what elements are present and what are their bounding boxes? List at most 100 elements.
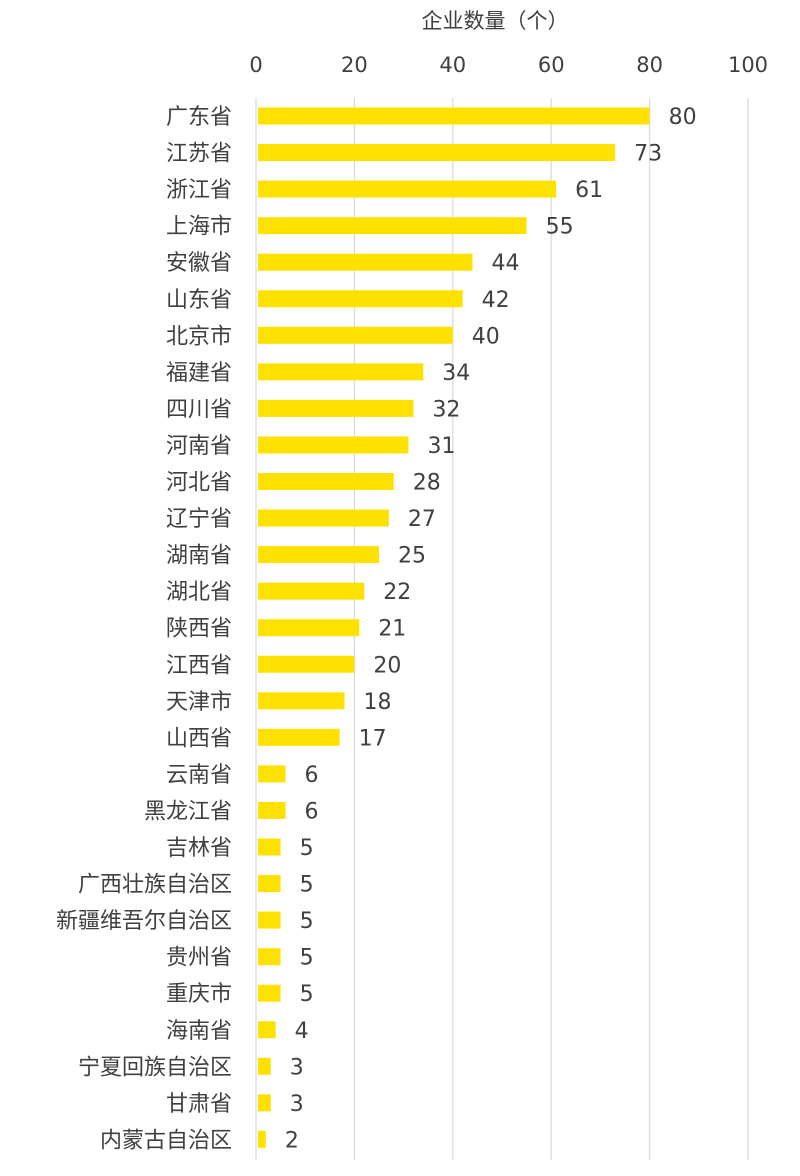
category-label: 宁夏回族自治区	[78, 1055, 232, 1080]
data-labels: 8073615544424034323128272522212018176655…	[285, 105, 697, 1153]
bar	[258, 1130, 266, 1148]
bar	[258, 436, 409, 454]
bar	[258, 728, 340, 746]
category-label: 河北省	[166, 471, 232, 496]
bar	[258, 399, 414, 417]
x-tick-labels: 0 20 40 60 80 100	[249, 53, 768, 77]
bar	[258, 582, 365, 600]
category-label: 新疆维吾尔自治区	[56, 909, 232, 934]
bars	[258, 107, 650, 1148]
data-label: 6	[305, 763, 319, 788]
bar	[258, 801, 286, 819]
category-label: 甘肃省	[166, 1092, 232, 1117]
data-label: 5	[300, 836, 314, 861]
data-label: 18	[364, 690, 392, 715]
data-label: 3	[290, 1092, 304, 1117]
x-tick-label: 40	[439, 53, 466, 77]
category-label: 湖南省	[166, 544, 232, 569]
data-label: 5	[300, 946, 314, 971]
bar	[258, 180, 557, 198]
category-label: 江苏省	[166, 142, 232, 167]
category-label: 云南省	[166, 763, 232, 788]
data-label: 32	[432, 397, 460, 422]
data-label: 28	[413, 471, 441, 496]
bar	[258, 473, 394, 490]
data-label: 40	[472, 324, 500, 349]
data-label: 42	[482, 288, 510, 313]
data-label: 27	[408, 507, 436, 532]
data-label: 5	[300, 909, 314, 934]
bar	[258, 619, 360, 637]
category-labels: 广东省江苏省浙江省上海市安徽省山东省北京市福建省四川省河南省河北省辽宁省湖南省湖…	[56, 105, 232, 1153]
x-axis-title: 企业数量（个）	[422, 9, 569, 33]
x-tick-label: 60	[538, 53, 565, 77]
x-tick-label: 20	[341, 53, 368, 77]
data-label: 21	[378, 617, 406, 642]
data-label: 20	[373, 653, 401, 678]
category-label: 黑龙江省	[144, 799, 232, 824]
data-label: 5	[300, 873, 314, 898]
category-label: 福建省	[166, 361, 232, 386]
bar	[258, 509, 389, 527]
data-label: 3	[290, 1055, 304, 1080]
category-label: 四川省	[166, 397, 232, 422]
data-label: 55	[546, 215, 574, 240]
bar	[258, 765, 286, 783]
x-tick-label: 80	[636, 53, 663, 77]
category-label: 吉林省	[166, 836, 232, 861]
category-label: 天津市	[166, 690, 232, 715]
bar	[258, 253, 473, 271]
category-label: 贵州省	[166, 946, 232, 971]
data-label: 17	[359, 726, 387, 751]
data-label: 73	[634, 142, 662, 167]
bar	[258, 655, 355, 673]
bar	[258, 363, 424, 381]
bar	[258, 326, 453, 344]
category-label: 浙江省	[166, 178, 232, 203]
category-label: 河南省	[166, 434, 232, 459]
category-label: 北京市	[166, 324, 232, 349]
category-label: 湖北省	[166, 580, 232, 605]
bar	[258, 107, 650, 125]
category-label: 广东省	[166, 105, 232, 130]
bar	[258, 875, 281, 893]
bar	[258, 546, 379, 564]
data-label: 31	[428, 434, 456, 459]
bar	[258, 692, 345, 710]
bar	[258, 1057, 271, 1075]
category-label: 广西壮族自治区	[78, 873, 232, 898]
data-label: 22	[383, 580, 411, 605]
bar	[258, 217, 527, 235]
category-label: 陕西省	[166, 617, 232, 642]
data-label: 5	[300, 982, 314, 1007]
data-label: 4	[295, 1019, 309, 1044]
data-label: 25	[398, 544, 426, 569]
bar	[258, 144, 616, 162]
category-label: 海南省	[166, 1019, 232, 1044]
category-label: 江西省	[166, 653, 232, 678]
category-label: 辽宁省	[166, 507, 232, 532]
bar	[258, 984, 281, 1002]
category-label: 上海市	[166, 215, 232, 240]
x-tick-label: 0	[249, 53, 262, 77]
category-label: 内蒙古自治区	[100, 1128, 232, 1153]
category-label: 山西省	[166, 726, 232, 751]
data-label: 80	[669, 105, 697, 130]
category-label: 山东省	[166, 288, 232, 313]
bar	[258, 948, 281, 966]
bar	[258, 290, 463, 308]
bar	[258, 838, 281, 856]
bar	[258, 1094, 271, 1112]
x-tick-label: 100	[728, 53, 768, 77]
bar	[258, 911, 281, 929]
category-label: 重庆市	[166, 982, 232, 1007]
category-label: 安徽省	[166, 251, 232, 276]
data-label: 2	[285, 1128, 299, 1153]
data-label: 44	[491, 251, 519, 276]
bar	[258, 1021, 276, 1039]
data-label: 6	[305, 799, 319, 824]
data-label: 61	[575, 178, 603, 203]
data-label: 34	[442, 361, 470, 386]
